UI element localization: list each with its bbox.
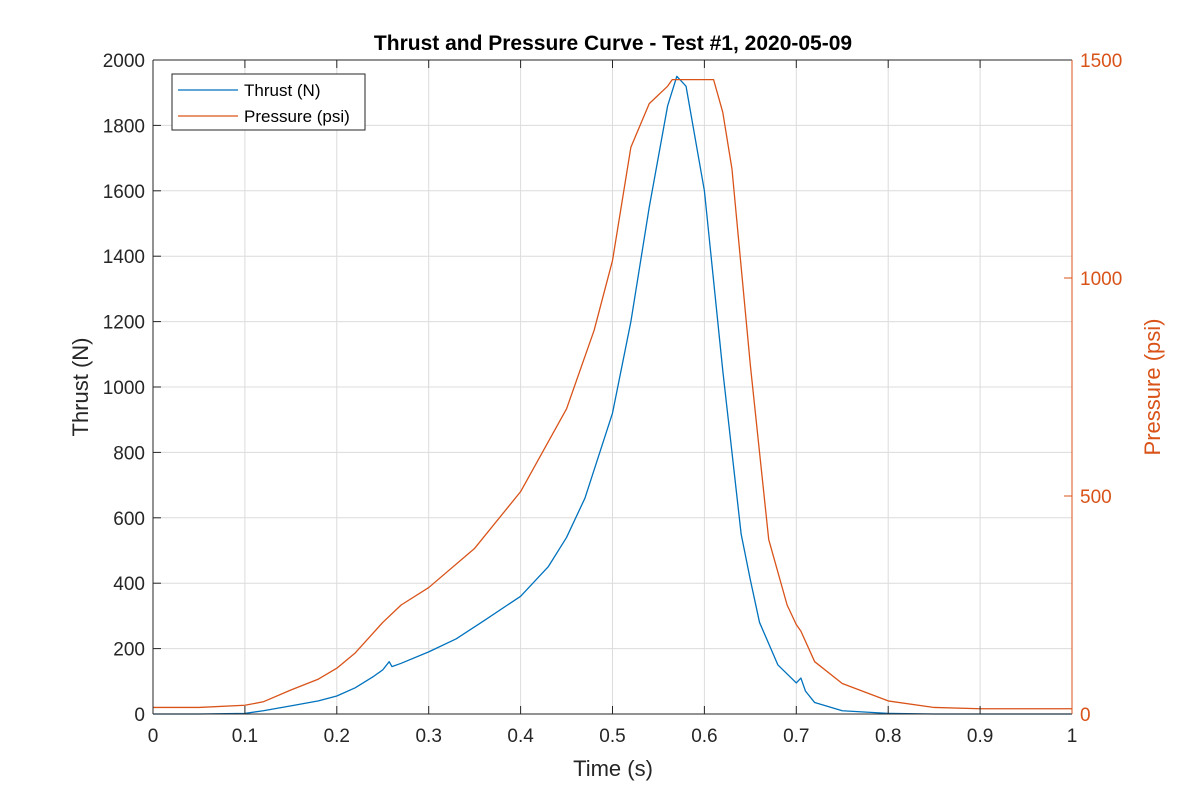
x-tick-label: 0.1 bbox=[232, 726, 258, 747]
legend-label-pressure: Pressure (psi) bbox=[244, 107, 350, 126]
y-left-tick-label: 800 bbox=[113, 443, 145, 464]
y-left-tick-label: 1200 bbox=[103, 313, 145, 334]
y-right-tick-label: 0 bbox=[1080, 705, 1091, 726]
y-left-tick-label: 1400 bbox=[103, 247, 145, 268]
y-left-tick-label: 600 bbox=[113, 509, 145, 530]
chart-title: Thrust and Pressure Curve - Test #1, 202… bbox=[374, 32, 852, 55]
x-tick-label: 0.6 bbox=[691, 726, 717, 747]
y-left-tick-label: 1600 bbox=[103, 182, 145, 203]
y-left-tick-label: 2000 bbox=[103, 51, 145, 72]
x-tick-label: 0 bbox=[148, 726, 159, 747]
grid bbox=[153, 60, 1072, 714]
x-tick-label: 0.5 bbox=[599, 726, 625, 747]
legend: Thrust (N) Pressure (psi) bbox=[171, 73, 366, 131]
pressure-series-line bbox=[153, 78, 1072, 710]
y-left-tick-label: 0 bbox=[134, 705, 145, 726]
y-axis-right-title: Pressure (psi) bbox=[1140, 319, 1165, 456]
x-tick-label: 0.8 bbox=[875, 726, 901, 747]
y-axis-left-title: Thrust (N) bbox=[68, 338, 93, 437]
x-tick-label: 0.9 bbox=[967, 726, 993, 747]
x-tick-label: 0.4 bbox=[507, 726, 534, 747]
y-left-tick-label: 1000 bbox=[103, 378, 145, 399]
y-right-tick-label: 1500 bbox=[1080, 51, 1122, 72]
legend-box bbox=[171, 73, 366, 131]
x-axis-title: Time (s) bbox=[573, 756, 653, 781]
thrust-series-line bbox=[153, 75, 1072, 715]
x-tick-label: 0.3 bbox=[415, 726, 441, 747]
x-tick-label: 1 bbox=[1067, 726, 1078, 747]
y-left-tick-label: 400 bbox=[113, 574, 145, 595]
legend-label-thrust: Thrust (N) bbox=[244, 81, 321, 100]
plot-area bbox=[153, 75, 1072, 715]
x-tick-label: 0.2 bbox=[324, 726, 350, 747]
x-tick-label: 0.7 bbox=[783, 726, 809, 747]
axes bbox=[152, 59, 1073, 715]
tick-labels: 0 0.1 0.2 0.3 0.4 0.5 0.6 0.7 0.8 0.9 102004006008… bbox=[103, 51, 1123, 747]
y-right-tick-label: 1000 bbox=[1080, 269, 1122, 290]
y-left-tick-label: 1800 bbox=[103, 116, 145, 137]
y-right-tick-label: 500 bbox=[1080, 487, 1112, 508]
y-left-tick-label: 200 bbox=[113, 640, 145, 661]
